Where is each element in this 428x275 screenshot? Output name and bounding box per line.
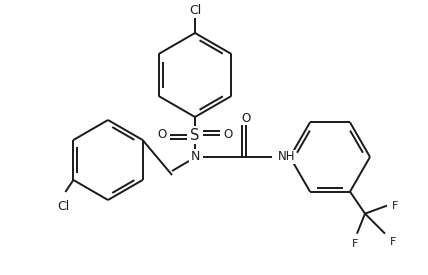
Text: NH: NH <box>278 150 295 164</box>
Text: O: O <box>158 128 166 142</box>
Text: F: F <box>392 201 398 211</box>
Text: S: S <box>190 128 200 142</box>
Text: Cl: Cl <box>189 4 201 16</box>
Text: Cl: Cl <box>57 199 69 213</box>
Text: O: O <box>241 111 251 125</box>
Text: N: N <box>190 150 200 164</box>
Text: F: F <box>390 237 396 247</box>
Text: F: F <box>352 239 358 249</box>
Text: O: O <box>223 128 233 142</box>
